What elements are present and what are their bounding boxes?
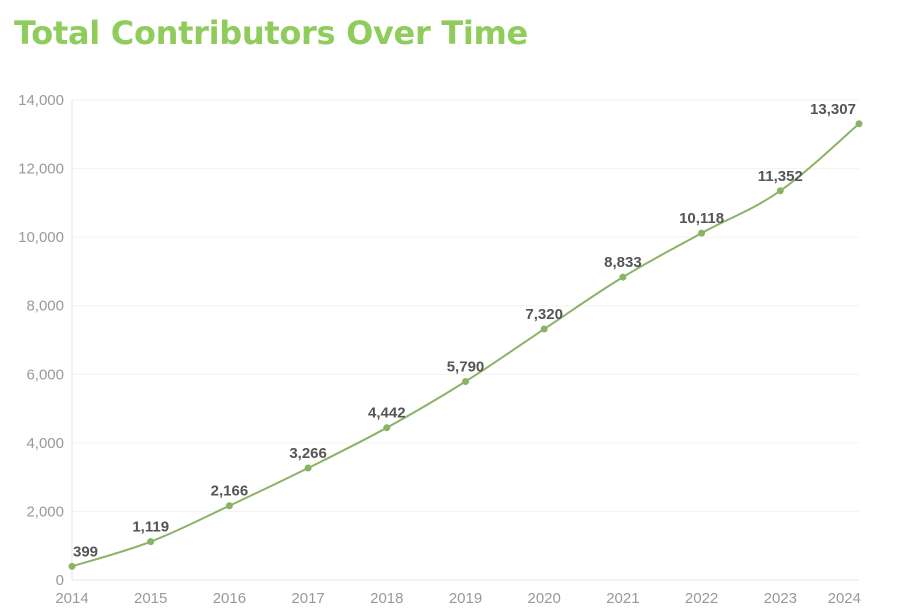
data-label: 4,442	[368, 405, 406, 422]
data-label: 13,307	[810, 101, 856, 118]
chart-title: Total Contributors Over Time	[14, 14, 528, 52]
data-point	[698, 229, 706, 237]
data-label: 10,118	[679, 210, 724, 227]
data-point	[855, 120, 863, 128]
data-label: 11,352	[758, 168, 803, 185]
series	[68, 120, 863, 570]
data-point	[540, 325, 548, 333]
data-point	[619, 273, 627, 281]
data-point	[147, 538, 155, 546]
y-axis-ticks: 0 2,000 4,000 6,000 8,000 10,000 12,000 14,000	[18, 92, 64, 589]
x-axis-ticks: 2014 2015 2016 2017 2018 2019 2020 2021 2022 2023…	[55, 590, 861, 607]
x-tick-label: 2015	[134, 590, 167, 607]
x-tick-label: 2018	[370, 590, 403, 607]
x-tick-label: 2014	[55, 590, 88, 607]
y-tick-label: 4,000	[26, 435, 64, 452]
x-tick-label: 2024	[828, 590, 861, 607]
data-label: 5,790	[447, 358, 485, 375]
series-line	[71, 122, 860, 568]
x-tick-label: 2016	[213, 590, 246, 607]
data-point	[68, 562, 76, 570]
y-tick-label: 10,000	[18, 229, 64, 246]
data-label: 8,833	[604, 254, 642, 271]
y-tick-label: 6,000	[26, 366, 64, 383]
x-tick-label: 2019	[449, 590, 482, 607]
y-tick-label: 0	[56, 572, 64, 589]
x-tick-label: 2022	[685, 590, 718, 607]
data-label: 3,266	[289, 445, 327, 462]
axes	[71, 100, 859, 581]
data-point	[225, 502, 233, 510]
data-point	[462, 377, 469, 385]
data-label: 399	[73, 543, 98, 560]
x-tick-label: 2021	[606, 590, 639, 607]
x-tick-label: 2020	[528, 590, 561, 607]
y-tick-label: 12,000	[18, 161, 64, 178]
data-point	[304, 464, 312, 472]
y-tick-label: 8,000	[26, 298, 64, 315]
x-tick-label: 2017	[291, 590, 324, 607]
data-point	[383, 424, 391, 432]
data-label: 1,119	[132, 519, 169, 536]
x-tick-label: 2023	[764, 590, 797, 607]
data-label: 2,166	[211, 483, 249, 500]
data-label: 7,320	[525, 306, 563, 323]
gridlines	[72, 99, 859, 512]
data-labels: 399 1,119 2,166 3,266 4,442 5,790 7,320 8,833 10…	[73, 101, 856, 561]
y-tick-label: 14,000	[18, 92, 64, 109]
y-tick-label: 2,000	[26, 503, 64, 520]
data-point	[776, 187, 784, 195]
